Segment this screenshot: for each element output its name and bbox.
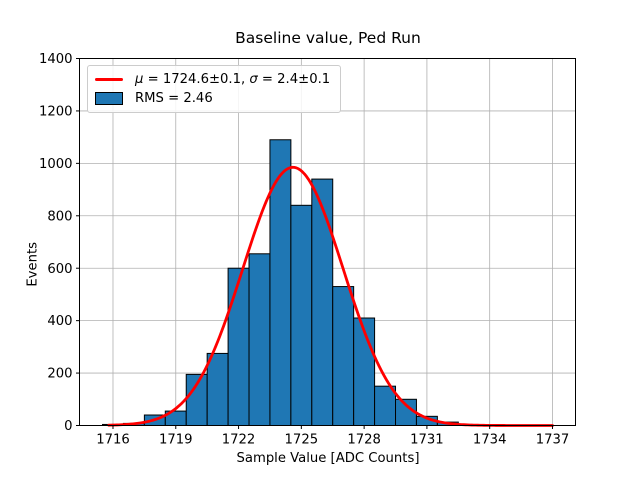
x-tick-label: 1731 [410, 433, 444, 448]
y-tick-label: 1200 [39, 105, 73, 120]
legend-entry: μ = 1724.6±0.1, σ = 2.4±0.1 [95, 70, 330, 89]
chart-title: Baseline value, Ped Run [235, 29, 421, 47]
x-tick-label: 1728 [347, 433, 381, 448]
x-tick-label: 1734 [473, 433, 507, 448]
y-axis-label-text: Events [25, 242, 40, 287]
x-tick-label: 1725 [285, 433, 319, 448]
histogram-bar [248, 253, 271, 426]
y-tick-label: 800 [47, 209, 72, 224]
y-tick-label: 1000 [39, 157, 73, 172]
fit-line-icon [95, 78, 123, 81]
plot-frame [79, 58, 576, 426]
legend-label: μ = 1724.6±0.1, σ = 2.4±0.1 [135, 72, 331, 87]
x-tick-label: 1716 [96, 433, 130, 448]
y-tick-label: 200 [47, 367, 72, 382]
histogram-bar [332, 286, 355, 427]
legend-line-swatch [95, 78, 123, 81]
histogram-patch-icon [95, 92, 123, 105]
histogram-bar [269, 139, 292, 426]
x-axis-label: Sample Value [ADC Counts] [236, 451, 420, 466]
x-tick-label: 1719 [159, 433, 193, 448]
legend-entry: RMS = 2.46 [95, 89, 330, 108]
histogram-bar [227, 267, 250, 427]
x-tick-label: 1722 [222, 433, 256, 448]
y-tick-label: 400 [47, 314, 72, 329]
y-tick-label: 0 [64, 419, 72, 434]
legend-patch-swatch [95, 92, 123, 105]
histogram-bar [311, 178, 334, 426]
histogram-bar [374, 385, 397, 426]
legend-label: RMS = 2.46 [135, 91, 213, 106]
histogram-bar [290, 204, 313, 426]
y-tick-label: 1400 [39, 52, 73, 67]
legend: μ = 1724.6±0.1, σ = 2.4±0.1 RMS = 2.46 [87, 65, 342, 113]
y-tick-label: 600 [47, 262, 72, 277]
x-tick-label: 1737 [536, 433, 570, 448]
histogram-bar [206, 352, 229, 426]
